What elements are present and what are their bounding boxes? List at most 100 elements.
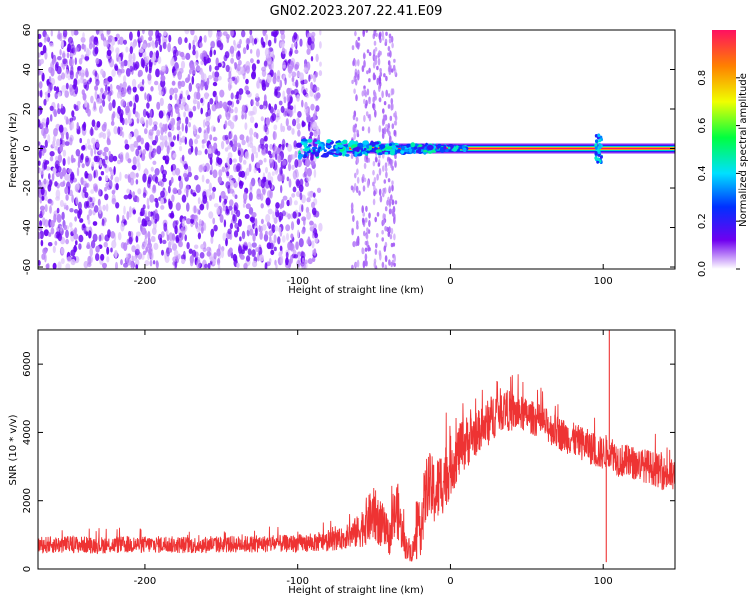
noise-blob <box>295 79 299 88</box>
noise-column-blob <box>393 233 396 241</box>
noise-blob <box>296 117 300 124</box>
noise-column-blob <box>388 67 392 73</box>
noise-blob <box>209 64 212 72</box>
noise-blob <box>94 70 98 77</box>
noise-column-blob <box>378 50 381 58</box>
noise-column-blob <box>386 199 389 206</box>
noise-blob <box>53 213 57 223</box>
noise-blob <box>166 145 170 155</box>
noise-blob <box>235 114 238 121</box>
band-onset-blob <box>444 148 449 153</box>
burst-blob <box>594 134 598 138</box>
noise-blob <box>316 187 322 193</box>
snr-y-label: SNR (10 * v/v) <box>8 414 19 485</box>
noise-blob <box>200 97 204 104</box>
noise-blob <box>171 243 178 251</box>
noise-blob <box>261 148 267 156</box>
noise-blob <box>82 92 87 101</box>
noise-blob <box>183 250 186 259</box>
noise-blob <box>104 163 107 169</box>
noise-blob <box>108 150 111 157</box>
noise-blob <box>225 64 230 73</box>
noise-blob <box>100 33 105 41</box>
noise-blob <box>184 30 190 35</box>
noise-blob <box>152 185 156 191</box>
band-onset-blob <box>443 145 447 150</box>
noise-column-blob <box>390 68 394 73</box>
noise-column-blob <box>352 60 355 67</box>
band-onset-blob <box>434 148 438 151</box>
noise-blob <box>180 103 184 111</box>
noise-column-blob <box>374 47 378 52</box>
noise-blob <box>230 92 234 100</box>
noise-blob <box>310 41 315 51</box>
noise-blob <box>256 59 260 64</box>
noise-blob <box>178 175 182 182</box>
noise-blob <box>103 40 107 47</box>
noise-blob <box>227 144 232 150</box>
noise-blob <box>275 91 281 99</box>
noise-blob <box>138 135 142 142</box>
noise-blob <box>255 93 259 99</box>
noise-column-blob <box>385 31 388 36</box>
noise-blob <box>170 117 176 126</box>
noise-blob <box>57 91 62 97</box>
noise-blob <box>297 229 300 238</box>
colorbar-gradient <box>712 30 736 269</box>
noise-blob <box>79 154 84 164</box>
noise-blob <box>305 93 310 99</box>
noise-blob <box>193 61 199 66</box>
noise-blob <box>126 258 132 266</box>
noise-blob <box>229 222 233 230</box>
noise-blob <box>98 204 102 215</box>
noise-blob <box>212 81 218 87</box>
noise-blob <box>249 142 254 149</box>
noise-blob <box>241 104 246 113</box>
noise-blob <box>63 224 68 231</box>
noise-blob <box>173 87 179 94</box>
noise-column-blob <box>387 231 391 237</box>
x-tick-label: 0 <box>447 276 453 287</box>
noise-blob <box>123 262 129 268</box>
noise-column-blob <box>391 42 394 49</box>
noise-blob <box>61 131 64 140</box>
band-onset-blob <box>318 146 322 150</box>
noise-blob <box>40 50 44 56</box>
noise-blob <box>172 153 177 158</box>
noise-blob <box>273 246 277 252</box>
noise-blob <box>246 44 250 51</box>
noise-blob <box>105 203 109 212</box>
noise-blob <box>213 224 218 232</box>
noise-blob <box>234 255 238 263</box>
noise-blob <box>172 220 178 230</box>
noise-column-blob <box>389 115 393 121</box>
noise-blob <box>115 261 118 269</box>
noise-blob <box>265 166 268 174</box>
noise-blob <box>104 186 107 192</box>
noise-column-blob <box>382 191 385 198</box>
band-onset-blob <box>355 153 363 157</box>
noise-blob <box>110 120 115 126</box>
noise-blob <box>254 122 258 129</box>
noise-blob <box>299 38 303 47</box>
noise-blob <box>168 248 172 253</box>
noise-blob <box>167 111 171 116</box>
noise-blob <box>69 52 74 58</box>
spectrogram-marks <box>38 30 675 269</box>
noise-blob <box>292 211 297 219</box>
noise-column-blob <box>372 198 376 206</box>
noise-blob <box>176 133 180 142</box>
noise-column-blob <box>375 157 378 163</box>
noise-blob <box>228 70 232 80</box>
noise-blob <box>224 104 228 112</box>
noise-blob <box>312 256 316 262</box>
noise-blob <box>239 38 242 45</box>
noise-blob <box>59 181 65 187</box>
band-onset-blob <box>426 144 434 151</box>
band-onset-blob <box>310 149 314 153</box>
noise-blob <box>144 142 150 151</box>
noise-blob <box>145 119 149 129</box>
noise-blob <box>246 229 250 237</box>
noise-column-blob <box>391 180 394 186</box>
noise-blob <box>207 262 211 269</box>
